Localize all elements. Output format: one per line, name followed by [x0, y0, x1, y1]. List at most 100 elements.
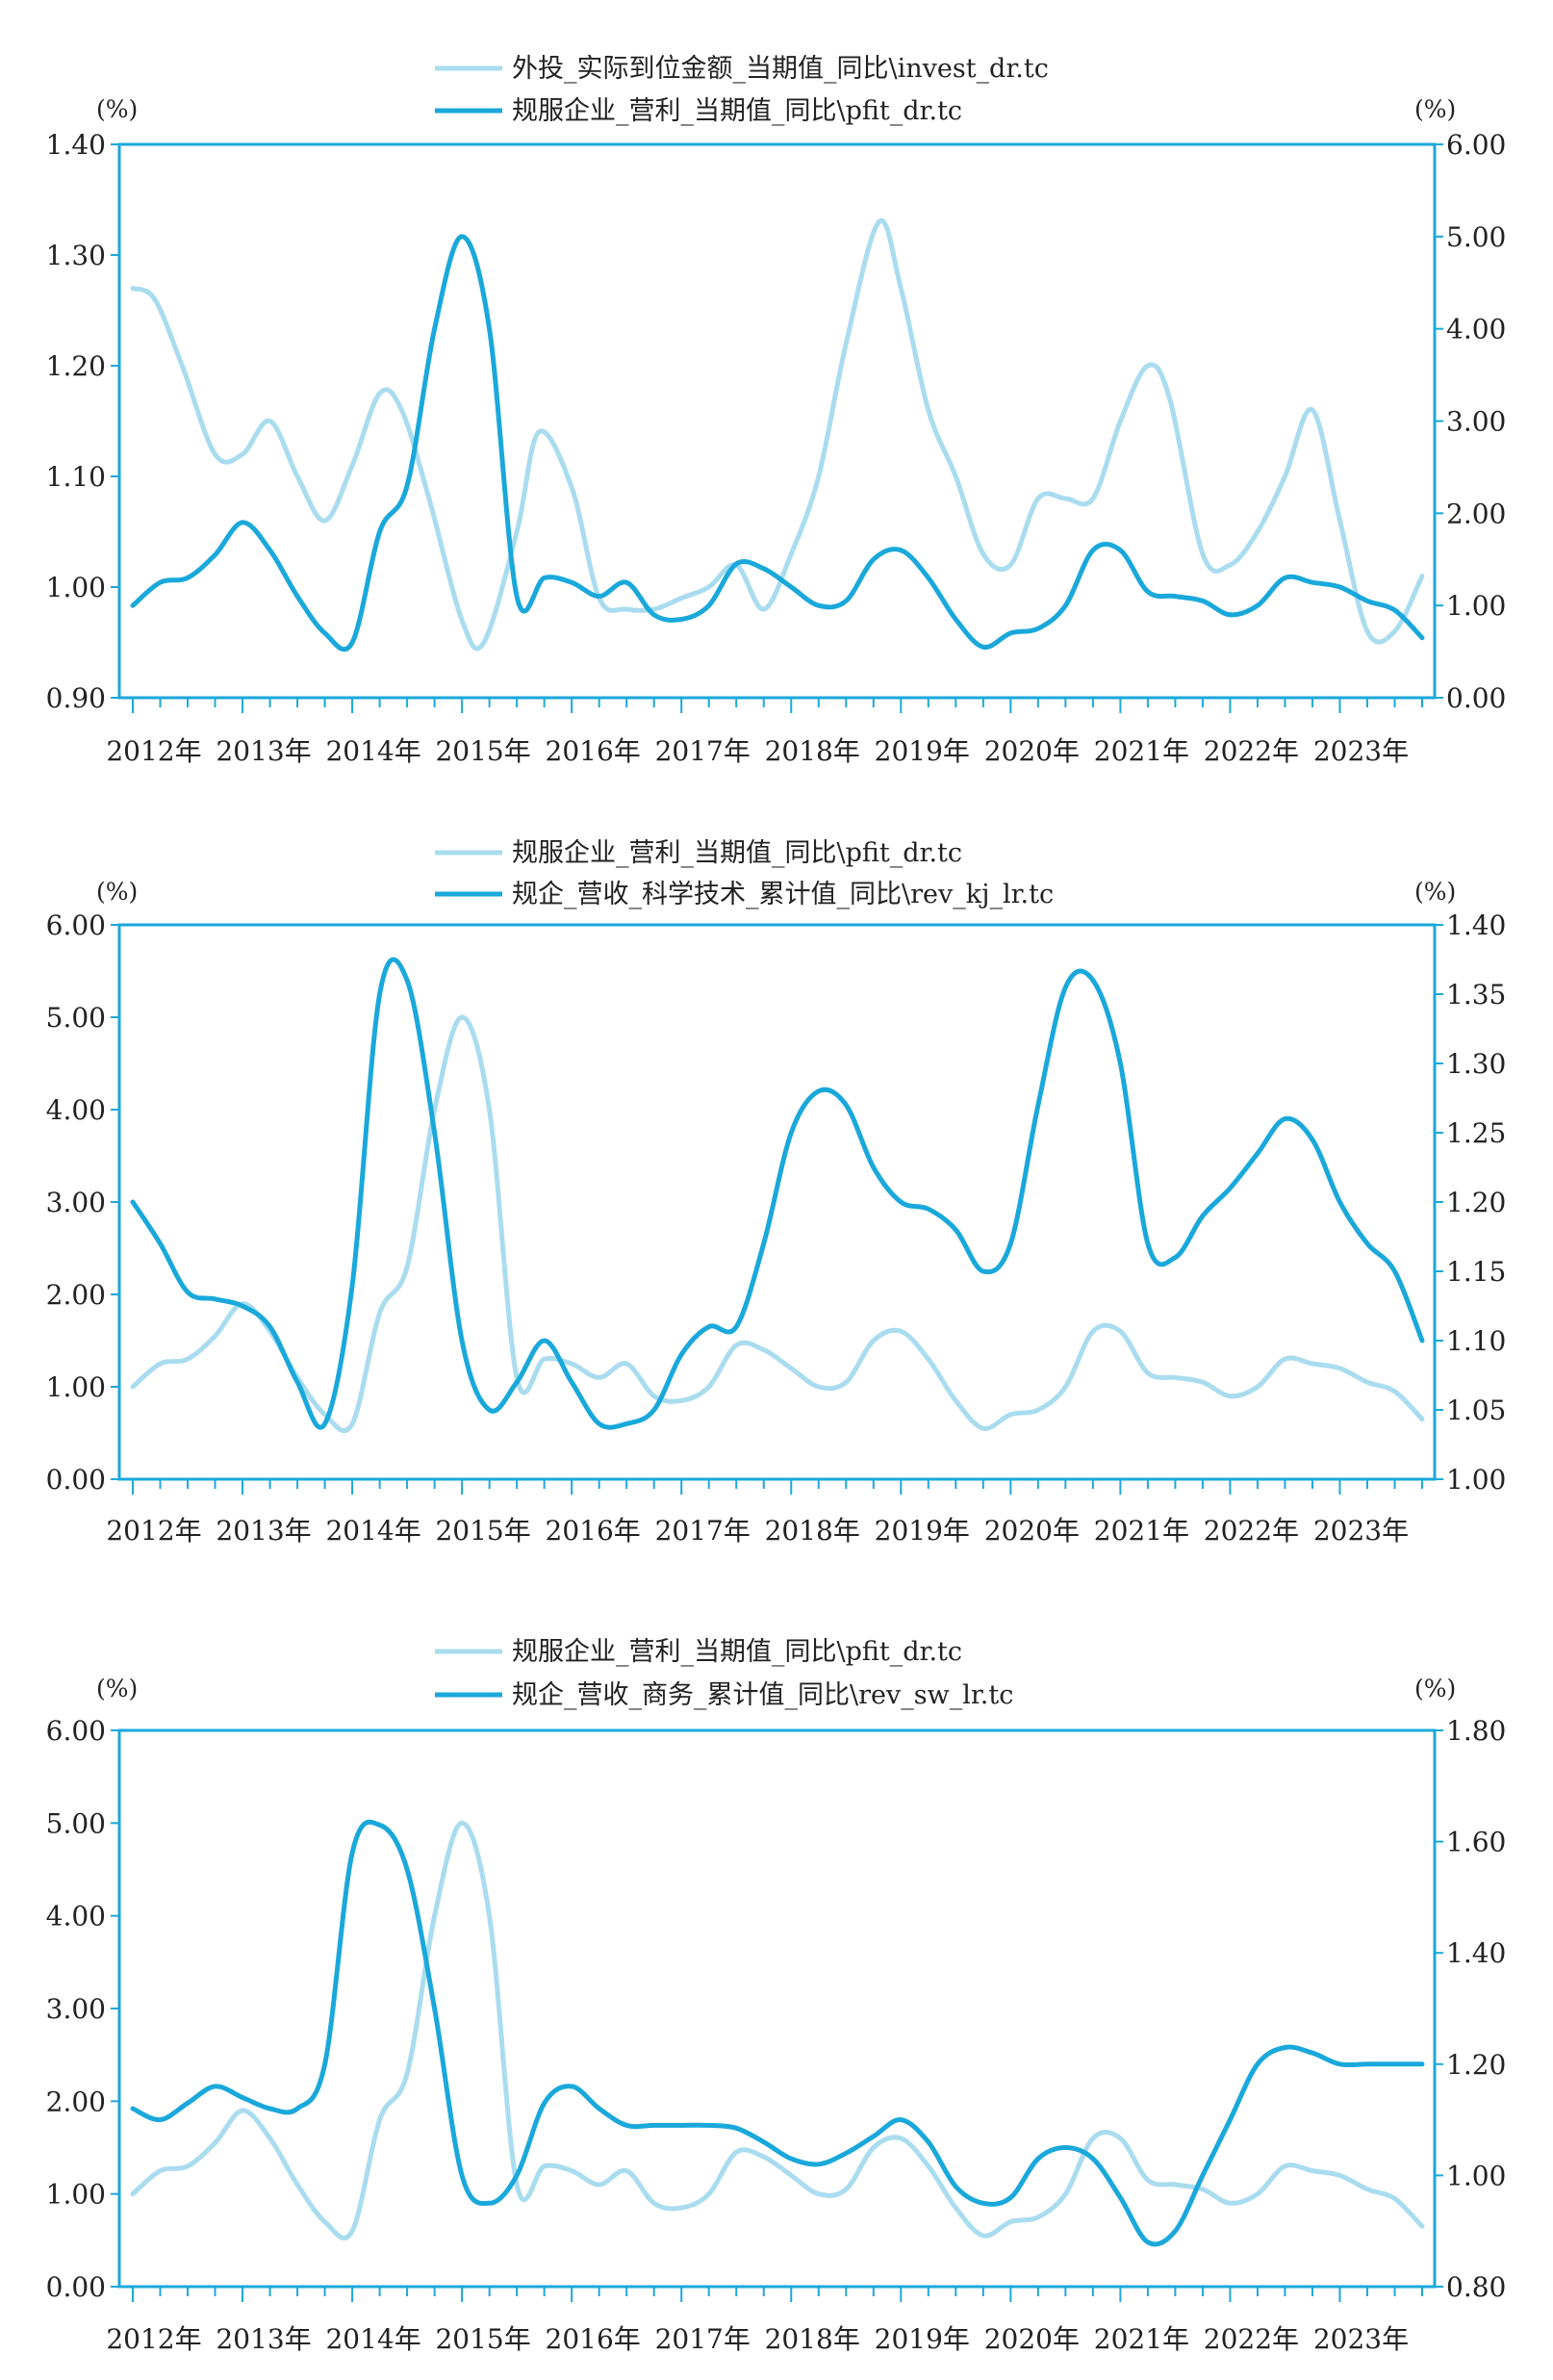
chart-3-legend-label-2: 规企_营收_商务_累计值_同比\rev_sw_lr.tc [512, 1680, 1013, 1710]
chart-3-left-unit: (%) [96, 1675, 138, 1702]
chart-2-series [130, 957, 1425, 1433]
chart-1-right-tick-label: 2.00 [1446, 498, 1506, 529]
chart-3-right-tick-label: 1.00 [1446, 2160, 1506, 2191]
chart-1-x-tick-label: 2013年 [216, 735, 311, 767]
chart-1-left-tick-label: 1.10 [46, 461, 106, 493]
chart-1-left-tick-label: 1.20 [46, 350, 106, 382]
chart-2-x-tick-label: 2016年 [546, 1515, 641, 1547]
chart-3-x-tick-label: 2016年 [546, 2323, 641, 2355]
chart-1-right-tick-label: 6.00 [1446, 129, 1506, 161]
chart-2-right-tick-label: 1.05 [1446, 1395, 1506, 1426]
chart-3-left-tick-label: 3.00 [46, 1993, 106, 2025]
chart-2-x-tick-label: 2018年 [765, 1515, 860, 1547]
chart-3-right-tick-label: 0.80 [1446, 2271, 1506, 2303]
chart-1-right-tick-label: 4.00 [1446, 314, 1506, 345]
chart-1-left-unit: (%) [96, 95, 138, 123]
chart-3-legend-label-1: 规服企业_营利_当期值_同比\pfit_dr.tc [512, 1637, 962, 1667]
chart-3-x-tick-label: 2013年 [216, 2323, 311, 2355]
chart-2-x-ticks: 2012年 2013年 2014年 2015年 2016年 2017年 2018年 2019年… [106, 1479, 1423, 1547]
chart-3-right-tick-label: 1.60 [1446, 1827, 1506, 1858]
chart-3-x-tick-label: 2019年 [875, 2323, 970, 2355]
chart-2-x-tick-label: 2012年 [106, 1515, 201, 1547]
chart-2-x-tick-label: 2022年 [1204, 1515, 1299, 1547]
chart-3-legend: 规服企业_营利_当期值_同比\pfit_dr.tc 规企_营收_商务_累计值_同… [435, 1637, 1013, 1710]
chart-1-series [130, 218, 1425, 653]
chart-1-x-tick-label: 2019年 [875, 735, 970, 767]
chart-3-x-tick-label: 2018年 [765, 2323, 860, 2355]
chart-1-right-unit: (%) [1414, 95, 1456, 123]
chart-1-legend: 外投_实际到位金额_当期值_同比\invest_dr.tc 规服企业_营利_当期… [435, 54, 1049, 126]
chart-1-left-tick-label: 0.90 [46, 682, 106, 714]
chart-2-x-tick-label: 2019年 [875, 1515, 970, 1547]
chart-2-series-2-line [130, 957, 1425, 1430]
chart-2-right-tick-label: 1.35 [1446, 979, 1506, 1011]
chart-1-right-tick-label: 3.00 [1446, 406, 1506, 438]
chart-3-x-tick-label: 2017年 [655, 2323, 751, 2355]
chart-2-right-tick-label: 1.25 [1446, 1117, 1506, 1149]
chart-3-right-tick-label: 1.40 [1446, 1937, 1506, 1969]
chart-3-x-tick-label: 2021年 [1094, 2323, 1189, 2355]
chart-3-x-tick-label: 2020年 [984, 2323, 1080, 2355]
chart-3-left-tick-label: 6.00 [46, 1715, 106, 1747]
chart-2-right-tick-label: 1.40 [1446, 909, 1506, 941]
chart-2-left-tick-label: 6.00 [46, 909, 106, 941]
chart-1-series-1-line [130, 218, 1425, 652]
chart-2-x-tick-label: 2013年 [216, 1515, 311, 1547]
chart-2-left-tick-label: 4.00 [46, 1094, 106, 1126]
chart-2-right-tick-label: 1.10 [1446, 1325, 1506, 1357]
chart-3-left-tick-label: 2.00 [46, 2086, 106, 2117]
chart-1-right-tick-label: 0.00 [1446, 682, 1506, 714]
chart-1-x-tick-label: 2014年 [325, 735, 420, 767]
chart-2-right-tick-label: 1.15 [1446, 1256, 1506, 1288]
chart-2-legend: 规服企业_营利_当期值_同比\pfit_dr.tc 规企_营收_科学技术_累计值… [435, 838, 1054, 909]
chart-3-left-tick-label: 5.00 [46, 1807, 106, 1839]
chart-1-x-tick-label: 2017年 [655, 735, 751, 767]
chart-3-right-tick-label: 1.80 [1446, 1715, 1506, 1747]
chart-2-left-tick-label: 1.00 [46, 1371, 106, 1403]
chart-3-x-tick-label: 2014年 [325, 2323, 420, 2355]
chart-2: 规服企业_营利_当期值_同比\pfit_dr.tc 规企_营收_科学技术_累计值… [46, 838, 1507, 1547]
chart-3-series [130, 1819, 1425, 2247]
chart-2-legend-label-2: 规企_营收_科学技术_累计值_同比\rev_kj_lr.tc [512, 880, 1054, 909]
chart-1-x-tick-label: 2018年 [765, 735, 860, 767]
chart-3-right-ticks: 0.80 1.00 1.20 1.40 1.60 1.80 [1435, 1715, 1506, 2303]
chart-3-x-tick-label: 2022年 [1204, 2323, 1299, 2355]
chart-2-x-tick-label: 2014年 [325, 1515, 420, 1547]
chart-2-left-tick-label: 3.00 [46, 1187, 106, 1218]
chart-2-right-tick-label: 1.00 [1446, 1464, 1506, 1496]
chart-1-right-tick-label: 5.00 [1446, 221, 1506, 253]
chart-1-x-tick-label: 2022年 [1204, 735, 1299, 767]
chart-3-x-tick-label: 2015年 [435, 2323, 530, 2355]
chart-1-x-ticks: 2012年 2013年 2014年 2015年 2016年 2017年 2018年 2019年… [106, 698, 1423, 767]
chart-3-left-tick-label: 1.00 [46, 2179, 106, 2211]
chart-2-left-ticks: 0.00 1.00 2.00 3.00 4.00 5.00 6.00 [46, 909, 119, 1496]
chart-3-left-ticks: 0.00 1.00 2.00 3.00 4.00 5.00 6.00 [46, 1715, 119, 2303]
chart-2-left-unit: (%) [96, 878, 138, 906]
chart-2-x-tick-label: 2020年 [984, 1515, 1080, 1547]
chart-3-x-ticks: 2012年 2013年 2014年 2015年 2016年 2017年 2018年 2019年… [106, 2287, 1423, 2355]
chart-1: 外投_实际到位金额_当期值_同比\invest_dr.tc 规服企业_营利_当期… [46, 54, 1507, 767]
chart-3-left-tick-label: 0.00 [46, 2271, 106, 2303]
chart-1-x-tick-label: 2016年 [546, 735, 641, 767]
chart-2-left-tick-label: 0.00 [46, 1464, 106, 1496]
chart-3-left-tick-label: 4.00 [46, 1901, 106, 1932]
chart-3-x-tick-label: 2023年 [1313, 2323, 1409, 2355]
chart-3-right-tick-label: 1.20 [1446, 2049, 1506, 2081]
chart-3-series-2-line [130, 1819, 1425, 2247]
chart-2-x-tick-label: 2015年 [435, 1515, 530, 1547]
chart-2-x-tick-label: 2021年 [1094, 1515, 1189, 1547]
chart-1-legend-label-1: 外投_实际到位金额_当期值_同比\invest_dr.tc [512, 54, 1049, 84]
chart-1-left-ticks: 0.90 1.00 1.10 1.20 1.30 1.40 [46, 129, 119, 714]
chart-3: 规服企业_营利_当期值_同比\pfit_dr.tc 规企_营收_商务_累计值_同… [46, 1637, 1507, 2355]
chart-2-right-ticks: 1.00 1.05 1.10 1.15 1.20 1.25 1.30 1.35 1.40 [1435, 909, 1506, 1496]
chart-2-left-tick-label: 2.00 [46, 1279, 106, 1311]
chart-1-right-ticks: 0.00 1.00 2.00 3.00 4.00 5.00 6.00 [1435, 129, 1506, 714]
chart-2-legend-label-1: 规服企业_营利_当期值_同比\pfit_dr.tc [512, 838, 962, 868]
chart-1-series-2-line [130, 234, 1425, 653]
chart-1-left-tick-label: 1.40 [46, 129, 106, 161]
chart-3-series-1-line [130, 1820, 1425, 2240]
chart-2-right-tick-label: 1.30 [1446, 1048, 1506, 1080]
chart-1-right-tick-label: 1.00 [1446, 590, 1506, 622]
chart-2-left-tick-label: 5.00 [46, 1002, 106, 1034]
